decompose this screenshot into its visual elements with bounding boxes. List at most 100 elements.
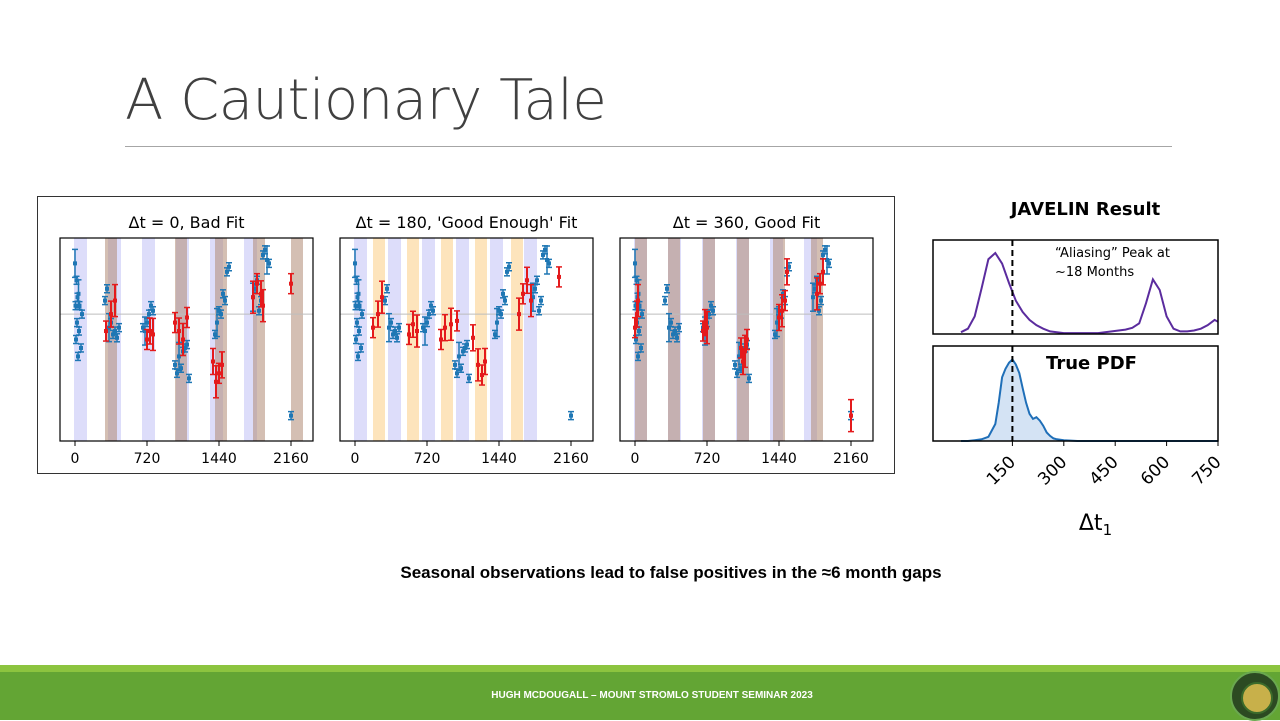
continuum-point — [288, 410, 294, 421]
title-divider — [125, 146, 1172, 147]
data-marker — [383, 298, 387, 303]
data-marker — [105, 286, 109, 291]
data-marker — [261, 303, 265, 308]
data-marker — [467, 376, 471, 381]
delayed-point — [528, 283, 534, 318]
data-marker — [76, 354, 80, 359]
continuum-point — [826, 258, 832, 269]
data-marker — [77, 329, 81, 334]
data-marker — [705, 325, 709, 330]
delayed-point — [556, 266, 562, 288]
x-tick-label: 0 — [71, 451, 80, 467]
data-marker — [115, 335, 119, 340]
data-marker — [149, 303, 153, 308]
continuum-point — [359, 309, 365, 319]
continuum-point — [186, 373, 192, 384]
data-marker — [739, 366, 743, 371]
data-marker — [569, 413, 573, 418]
delayed-point — [784, 258, 790, 286]
data-marker — [707, 312, 711, 317]
data-marker — [773, 332, 777, 337]
delayed-point — [103, 320, 109, 342]
data-marker — [148, 329, 152, 334]
x-tick-label: 720 — [414, 451, 441, 467]
data-marker — [427, 312, 431, 317]
delayed-point — [635, 283, 641, 318]
data-marker — [785, 269, 789, 274]
data-marker — [355, 295, 360, 300]
continuum-point — [774, 307, 780, 338]
continuum-point — [150, 305, 156, 316]
data-marker — [73, 261, 77, 266]
data-marker — [636, 298, 640, 303]
x-tick-label: 450 — [1086, 452, 1123, 489]
data-marker — [455, 318, 459, 323]
x-tick-label: 300 — [1034, 452, 1071, 489]
data-marker — [741, 359, 745, 364]
data-marker — [289, 413, 293, 418]
true-pdf-frame — [932, 345, 1219, 442]
continuum-point — [662, 295, 668, 306]
data-marker — [181, 337, 185, 342]
continuum-point — [639, 309, 645, 319]
delayed-point — [180, 322, 186, 357]
data-marker — [393, 329, 397, 334]
data-marker — [145, 337, 149, 342]
data-marker — [387, 325, 391, 330]
x-tick-label: 2160 — [553, 451, 589, 467]
delay-band — [511, 238, 523, 441]
delayed-point — [379, 280, 385, 314]
continuum-point — [538, 295, 544, 306]
continuum-point — [114, 333, 120, 343]
data-marker — [547, 261, 551, 266]
data-marker — [267, 261, 271, 266]
data-marker — [457, 354, 461, 359]
season-band — [74, 238, 87, 441]
continuum-point — [674, 333, 680, 343]
data-marker — [219, 312, 223, 317]
javelin-frame — [932, 239, 1219, 335]
data-marker — [465, 342, 469, 347]
data-marker — [407, 332, 411, 337]
data-marker — [639, 345, 643, 350]
continuum-point — [218, 309, 224, 319]
data-marker — [429, 303, 433, 308]
season-band — [388, 238, 401, 441]
delayed-point — [375, 300, 381, 328]
data-marker — [177, 354, 181, 359]
x-tick-label: 600 — [1137, 452, 1174, 489]
delayed-point — [410, 310, 416, 339]
data-marker — [507, 264, 511, 269]
continuum-point — [76, 326, 82, 336]
x-tick-label: 1440 — [201, 451, 237, 467]
data-marker — [821, 269, 825, 274]
panel-title: Δt = 0, Bad Fit — [129, 213, 245, 232]
delayed-point — [744, 328, 750, 351]
data-marker — [633, 303, 638, 308]
lightcurve-figure: 0 720 1440 2160 Δt = 0, Bad Fit 0 720 1440 2160 Δ… — [37, 196, 895, 474]
data-marker — [145, 320, 149, 325]
data-marker — [103, 298, 107, 303]
continuum-point — [818, 295, 824, 306]
data-marker — [220, 362, 224, 367]
data-marker — [227, 264, 231, 269]
delay-band — [291, 238, 303, 441]
data-marker — [493, 332, 497, 337]
data-marker — [421, 325, 425, 330]
data-marker — [677, 325, 681, 330]
x-tick-label: 2160 — [273, 451, 309, 467]
continuum-point — [266, 258, 272, 269]
data-marker — [503, 298, 507, 303]
data-marker — [389, 320, 393, 325]
data-marker — [505, 269, 509, 274]
data-marker — [495, 320, 499, 325]
data-marker — [104, 329, 108, 334]
data-marker — [215, 320, 219, 325]
data-marker — [75, 320, 79, 325]
data-marker — [499, 312, 503, 317]
continuum-point — [502, 295, 508, 306]
data-marker — [818, 281, 822, 286]
panel-title: Δt = 360, Good Fit — [673, 213, 820, 232]
data-marker — [673, 329, 677, 334]
data-marker — [185, 342, 189, 347]
